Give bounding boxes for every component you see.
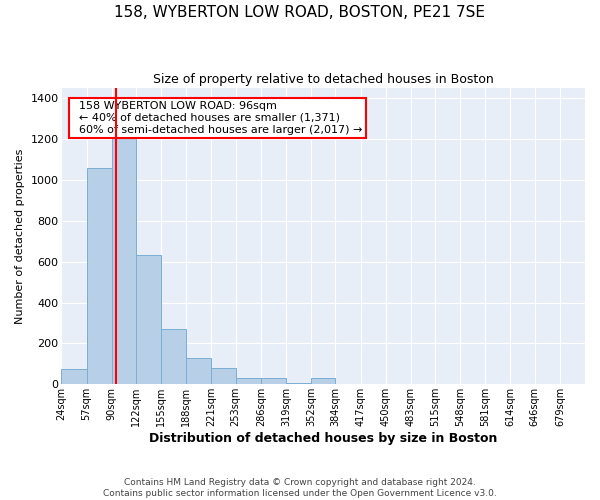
Text: 158, WYBERTON LOW ROAD, BOSTON, PE21 7SE: 158, WYBERTON LOW ROAD, BOSTON, PE21 7SE: [115, 5, 485, 20]
Text: 158 WYBERTON LOW ROAD: 96sqm
  ← 40% of detached houses are smaller (1,371)
  60: 158 WYBERTON LOW ROAD: 96sqm ← 40% of de…: [72, 102, 362, 134]
X-axis label: Distribution of detached houses by size in Boston: Distribution of detached houses by size …: [149, 432, 497, 445]
Bar: [61, 369, 86, 384]
Bar: [211, 368, 236, 384]
Bar: [161, 329, 186, 384]
Bar: [186, 358, 211, 384]
Y-axis label: Number of detached properties: Number of detached properties: [15, 148, 25, 324]
Bar: [112, 125, 136, 384]
Text: Contains HM Land Registry data © Crown copyright and database right 2024.
Contai: Contains HM Land Registry data © Crown c…: [103, 478, 497, 498]
Bar: [311, 378, 335, 384]
Bar: [86, 168, 112, 384]
Title: Size of property relative to detached houses in Boston: Size of property relative to detached ho…: [153, 72, 494, 86]
Bar: [261, 378, 286, 384]
Bar: [236, 378, 261, 384]
Bar: [136, 254, 161, 384]
